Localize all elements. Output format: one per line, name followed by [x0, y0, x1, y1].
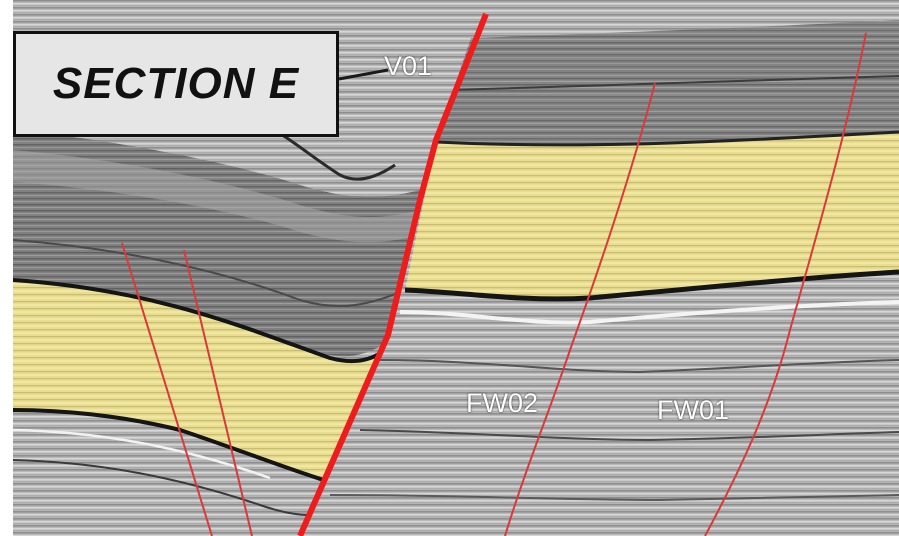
key-horizon-base-right [404, 269, 899, 302]
fault-v01-line [297, 12, 489, 536]
upper-dark-interval-right [420, 20, 899, 145]
minor-fault-left-2 [183, 249, 253, 536]
reflector-right-1 [379, 359, 899, 374]
upper-light-band-left [13, 150, 420, 243]
reflector-right-2 [359, 429, 899, 442]
key-horizon-top-right [435, 130, 899, 147]
yellow-interval-left [13, 280, 400, 480]
key-horizon-top-left [13, 278, 397, 364]
section-title: SECTION E [52, 59, 300, 108]
footwall-block [329, 20, 899, 502]
reflector-left-3 [13, 459, 311, 516]
yellow-interval-right [405, 132, 899, 299]
fault-fw02-line [504, 82, 656, 536]
fault-fw01-line [704, 32, 867, 536]
hanging-wall-block [13, 98, 420, 516]
section-title-box: SECTION E [13, 31, 339, 137]
reflector-right-3 [329, 494, 899, 502]
reflector-right-top [449, 75, 899, 91]
minor-fault-left-1 [121, 242, 213, 536]
title-leader-line [338, 68, 389, 81]
reflector-right-white [399, 300, 899, 325]
reflector-left-white [13, 428, 271, 480]
fault-label-fw02: FW02 [466, 388, 539, 418]
fault-label-fw01: FW01 [657, 395, 730, 425]
fault-label-v01: V01 [384, 51, 433, 81]
reflector-left-2 [13, 239, 406, 308]
